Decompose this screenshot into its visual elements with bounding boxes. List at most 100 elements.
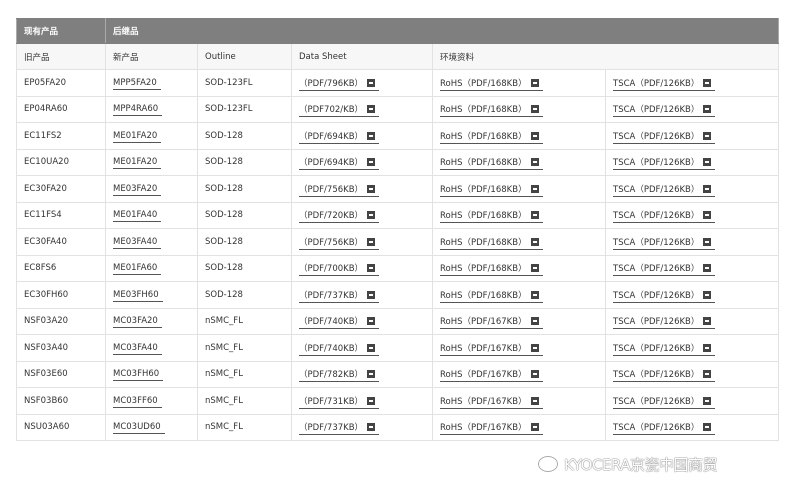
new-product-link[interactable]: ME03FA40 — [113, 236, 162, 249]
new-product-link[interactable]: MC03FA40 — [113, 342, 162, 355]
tsca-link[interactable]: TSCA（PDF/126KB） — [613, 184, 716, 197]
pdf-file-icon — [367, 317, 376, 326]
datasheet-link[interactable]: （PDF/720KB） — [299, 211, 380, 224]
datasheet-link[interactable]: （PDF/782KB） — [299, 370, 380, 383]
pdf-file-icon — [530, 78, 539, 87]
datasheet-link[interactable]: （PDF/700KB） — [299, 264, 380, 277]
new-product-link[interactable]: MPP4RA60 — [113, 104, 163, 117]
rohs-link[interactable]: RoHS（PDF/168KB） — [440, 78, 543, 91]
new-product-link[interactable]: ME03FA20 — [113, 183, 162, 196]
new-product-link[interactable]: MC03FF60 — [113, 395, 162, 408]
outline: nSMC_FL — [197, 360, 292, 388]
table-row: EC8FS6 ME01FA60 SOD-128 （PDF/700KB） RoHS（PDF… — [16, 254, 779, 282]
pdf-file-icon — [367, 211, 376, 220]
outline: nSMC_FL — [197, 307, 292, 335]
old-product: EP05FA20 — [16, 69, 106, 97]
pdf-file-icon — [367, 78, 376, 87]
table-row: NSU03A60 MC03UD60 nSMC_FL （PDF/737KB） RoHS（P… — [16, 413, 779, 441]
outline: SOD-128 — [197, 228, 292, 256]
pdf-file-icon — [530, 158, 539, 167]
rohs-link[interactable]: RoHS（PDF/168KB） — [440, 290, 543, 303]
tsca-link[interactable]: TSCA（PDF/126KB） — [613, 290, 716, 303]
old-product: EC30FA40 — [16, 228, 106, 256]
tsca-link[interactable]: TSCA（PDF/126KB） — [613, 423, 716, 436]
tsca-link[interactable]: TSCA（PDF/126KB） — [613, 131, 716, 144]
pdf-file-icon — [367, 158, 376, 167]
pdf-file-icon — [367, 370, 376, 379]
pdf-file-icon — [530, 423, 539, 432]
rohs-link[interactable]: RoHS（PDF/168KB） — [440, 184, 543, 197]
pdf-file-icon — [367, 290, 376, 299]
datasheet-link[interactable]: （PDF/694KB） — [299, 131, 380, 144]
pdf-file-icon — [367, 105, 376, 114]
datasheet-link[interactable]: （PDF/740KB） — [299, 317, 380, 330]
rohs-link[interactable]: RoHS（PDF/167KB） — [440, 396, 543, 409]
pdf-file-icon — [530, 131, 539, 140]
rohs-link[interactable]: RoHS（PDF/168KB） — [440, 158, 543, 171]
tsca-link[interactable]: TSCA（PDF/126KB） — [613, 78, 716, 91]
header-existing: 现有产品 — [16, 18, 106, 44]
tsca-link[interactable]: TSCA（PDF/126KB） — [613, 237, 716, 250]
table-row: NSF03E60 MC03FH60 nSMC_FL （PDF/782KB） RoHS（P… — [16, 360, 779, 388]
rohs-link[interactable]: RoHS（PDF/168KB） — [440, 131, 543, 144]
tsca-link[interactable]: TSCA（PDF/126KB） — [613, 396, 716, 409]
old-product: NSF03E60 — [16, 360, 106, 388]
old-product: EC30FH60 — [16, 281, 106, 309]
new-product-link[interactable]: ME03FH60 — [113, 289, 163, 302]
old-product: EC30FA20 — [16, 175, 106, 203]
datasheet-link[interactable]: （PDF/740KB） — [299, 343, 380, 356]
datasheet-link[interactable]: （PDF/756KB） — [299, 237, 380, 250]
tsca-link[interactable]: TSCA（PDF/126KB） — [613, 370, 716, 383]
col-datasheet: Data Sheet — [291, 43, 433, 70]
outline: nSMC_FL — [197, 387, 292, 415]
new-product-link[interactable]: MC03FH60 — [113, 369, 164, 382]
pdf-file-icon — [703, 184, 712, 193]
new-product-link[interactable]: MC03FA20 — [113, 316, 162, 329]
new-product-link[interactable]: ME01FA60 — [113, 263, 162, 276]
new-product-link[interactable]: MC03UD60 — [113, 422, 165, 435]
rohs-link[interactable]: RoHS（PDF/168KB） — [440, 264, 543, 277]
rohs-link[interactable]: RoHS（PDF/168KB） — [440, 105, 543, 118]
new-product-link[interactable]: MPP5FA20 — [113, 77, 161, 90]
outline: nSMC_FL — [197, 334, 292, 362]
tsca-link[interactable]: TSCA（PDF/126KB） — [613, 264, 716, 277]
pdf-file-icon — [530, 237, 539, 246]
rohs-link[interactable]: RoHS（PDF/168KB） — [440, 211, 543, 224]
new-product-link[interactable]: ME01FA20 — [113, 157, 162, 170]
tsca-link[interactable]: TSCA（PDF/126KB） — [613, 211, 716, 224]
pdf-file-icon — [530, 370, 539, 379]
datasheet-link[interactable]: （PDF702/KB） — [299, 105, 380, 118]
datasheet-link[interactable]: （PDF/737KB） — [299, 290, 380, 303]
rohs-link[interactable]: RoHS（PDF/167KB） — [440, 370, 543, 383]
datasheet-link[interactable]: （PDF/737KB） — [299, 423, 380, 436]
rohs-link[interactable]: RoHS（PDF/167KB） — [440, 317, 543, 330]
rohs-link[interactable]: RoHS（PDF/167KB） — [440, 343, 543, 356]
tsca-link[interactable]: TSCA（PDF/126KB） — [613, 317, 716, 330]
tsca-link[interactable]: TSCA（PDF/126KB） — [613, 343, 716, 356]
old-product: NSU03A60 — [16, 413, 106, 441]
tsca-link[interactable]: TSCA（PDF/126KB） — [613, 158, 716, 171]
pdf-file-icon — [530, 396, 539, 405]
rohs-link[interactable]: RoHS（PDF/167KB） — [440, 423, 543, 436]
watermark: KYOCERA京瓷中国商贸 — [538, 454, 717, 475]
old-product: NSF03A40 — [16, 334, 106, 362]
tsca-link[interactable]: TSCA（PDF/126KB） — [613, 105, 716, 118]
rohs-link[interactable]: RoHS（PDF/168KB） — [440, 237, 543, 250]
pdf-file-icon — [530, 184, 539, 193]
pdf-file-icon — [703, 343, 712, 352]
datasheet-link[interactable]: （PDF/756KB） — [299, 184, 380, 197]
outline: nSMC_FL — [197, 413, 292, 441]
outline: SOD-123FL — [197, 69, 292, 97]
pdf-file-icon — [530, 211, 539, 220]
new-product-link[interactable]: ME01FA20 — [113, 130, 162, 143]
datasheet-link[interactable]: （PDF/694KB） — [299, 158, 380, 171]
new-product-link[interactable]: ME01FA40 — [113, 210, 162, 223]
old-product: EP04RA60 — [16, 95, 106, 123]
pdf-file-icon — [367, 131, 376, 140]
datasheet-link[interactable]: （PDF/796KB） — [299, 78, 380, 91]
table-row: EC30FA20 ME03FA20 SOD-128 （PDF/756KB） RoHS（P… — [16, 175, 779, 203]
pdf-file-icon — [703, 158, 712, 167]
pdf-file-icon — [703, 396, 712, 405]
datasheet-link[interactable]: （PDF/731KB） — [299, 396, 380, 409]
col-new: 新产品 — [105, 43, 198, 70]
